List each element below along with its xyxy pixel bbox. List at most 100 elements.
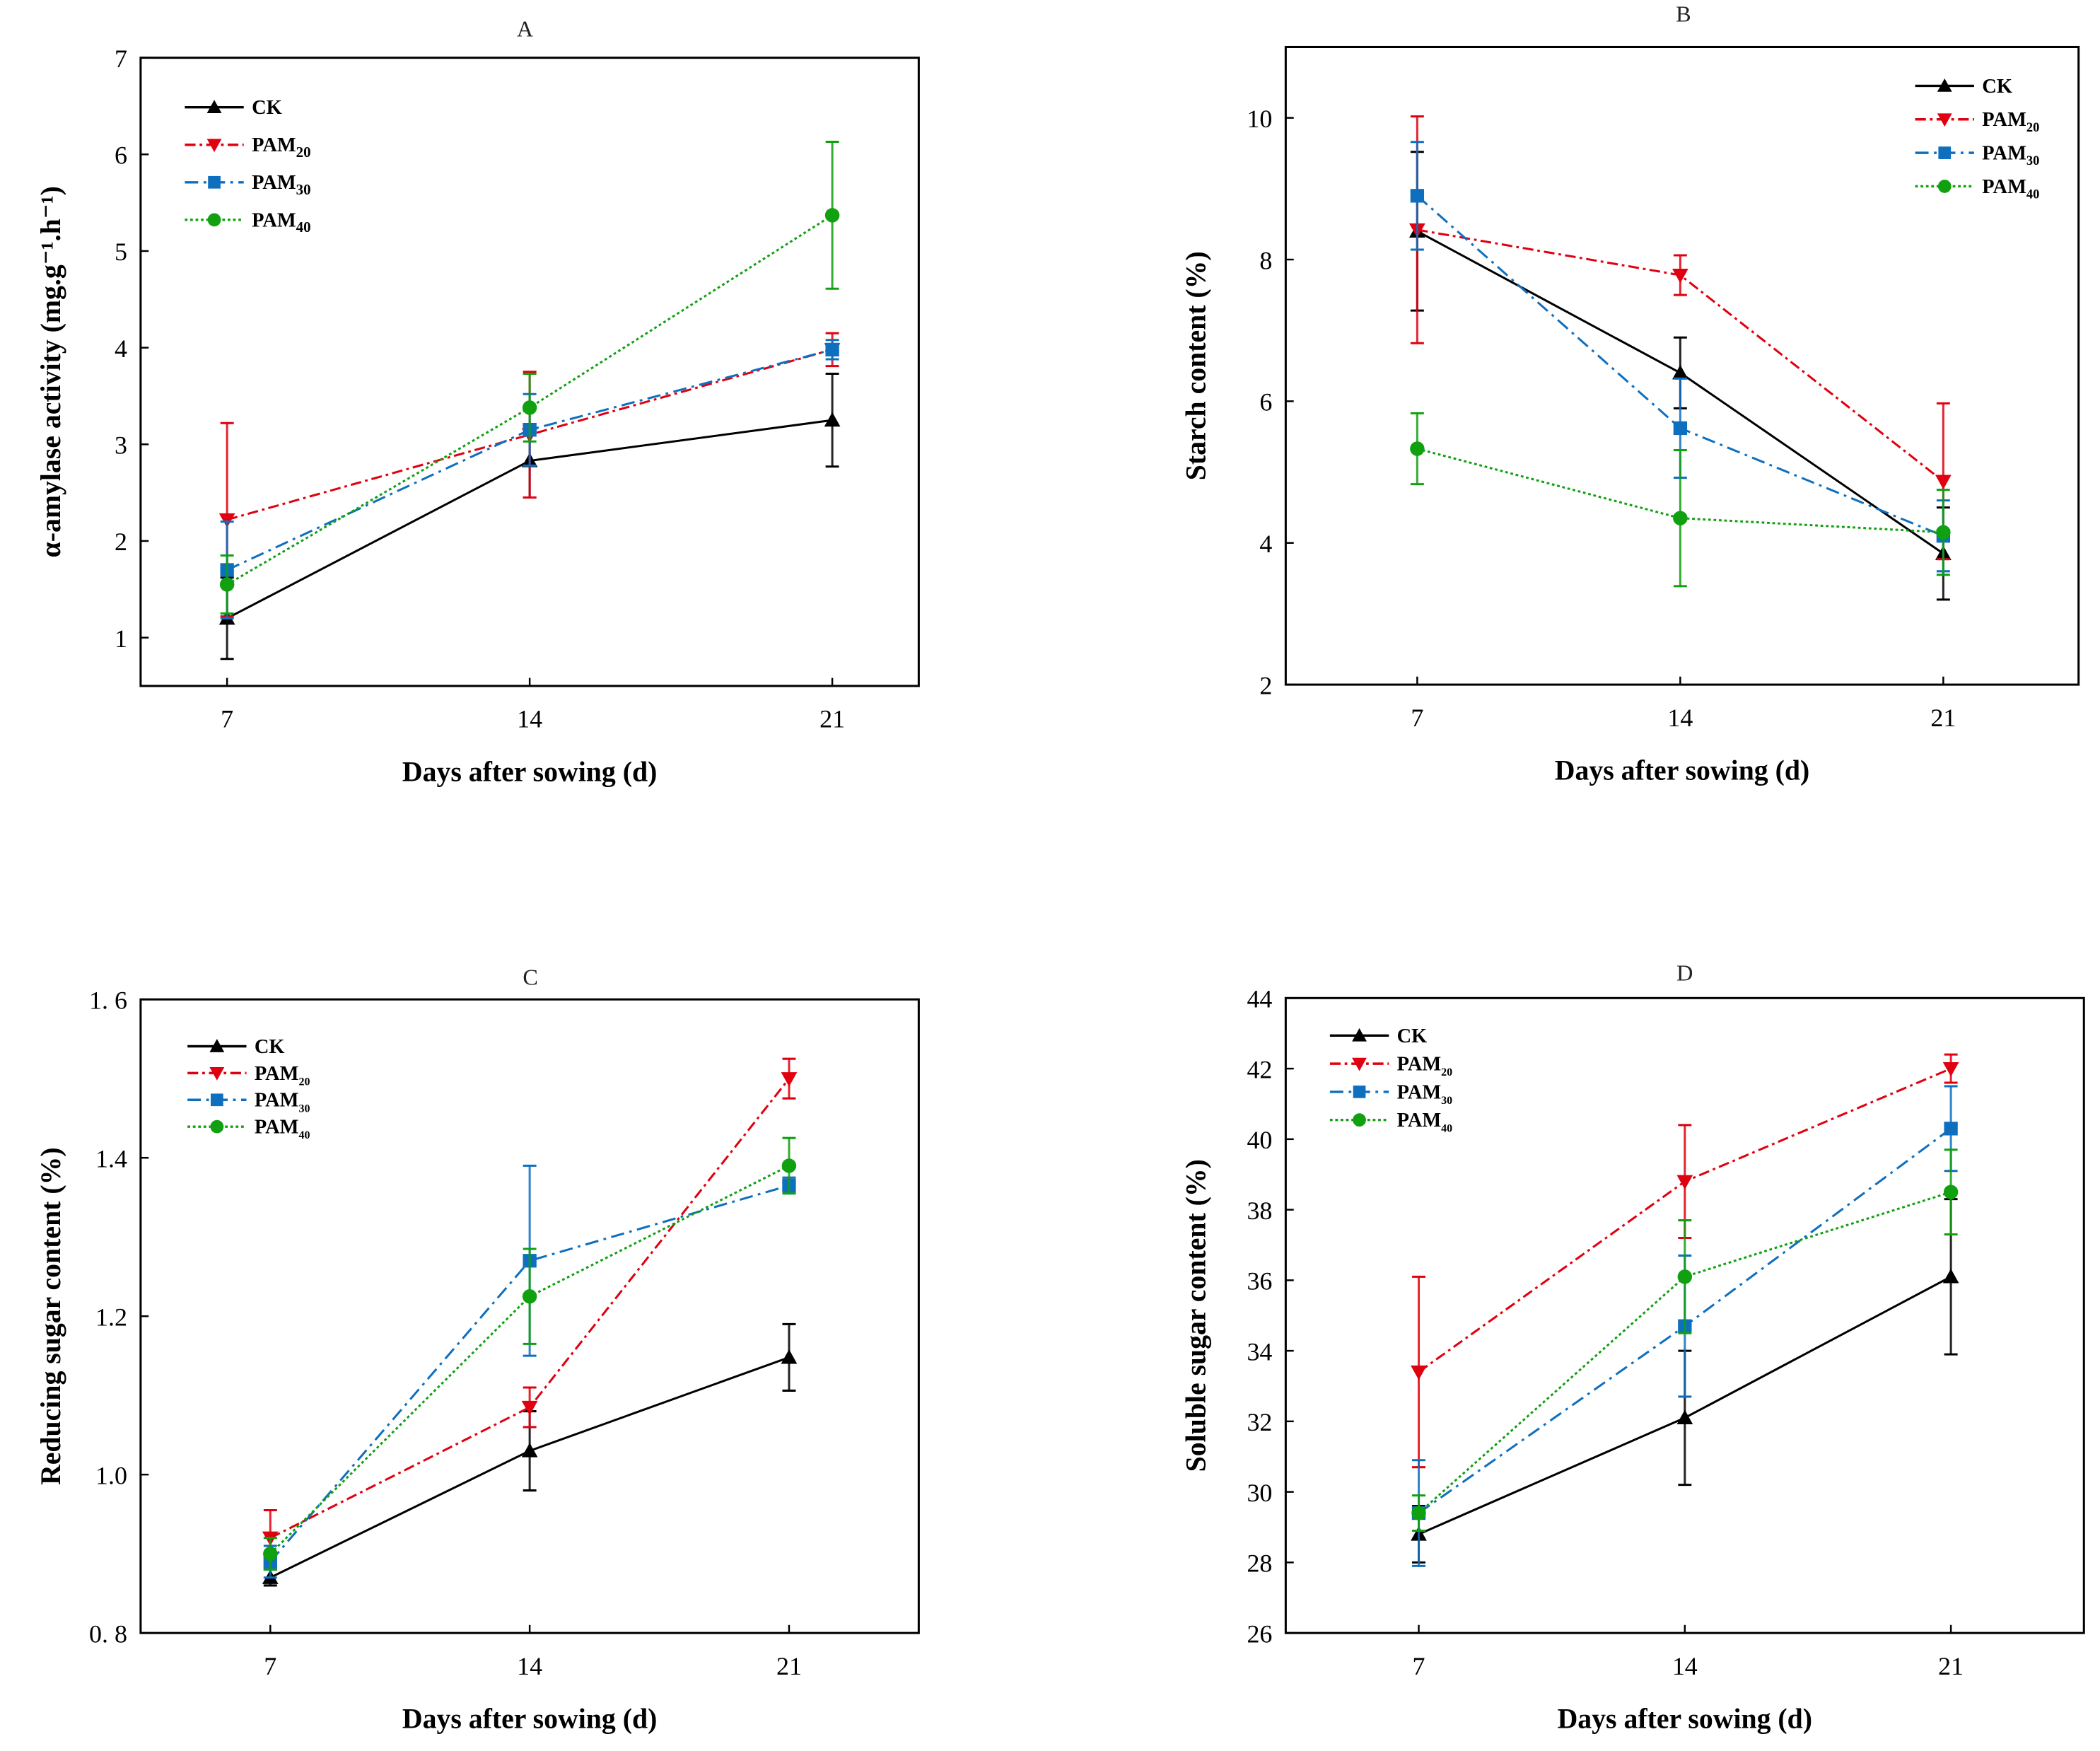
data-point [824,208,840,223]
data-point [1411,1506,1426,1520]
plot-frame [1284,45,2080,686]
legend-marker [1938,146,1952,159]
data-point [1673,421,1688,436]
legend-label: PAM30 [252,172,311,198]
data-point [1673,511,1688,525]
panel-title: B [1676,1,1691,26]
legend-marker [206,139,222,153]
legend-name: CK [255,1036,285,1058]
y-axis-label: Soluble sugar content (%) [1181,1159,1212,1472]
data-point [1672,364,1688,380]
data-point [1944,1122,1958,1136]
x-tick-label: 14 [1667,704,1693,732]
y-tick-label: 28 [1247,1549,1272,1578]
x-tick-label: 7 [264,1652,276,1680]
legend-name: PAM [255,1090,299,1112]
legend-subscript: 20 [298,1076,310,1088]
data-point [219,577,235,592]
x-axis-label: Days after sowing (d) [1555,755,1809,786]
legend-label: PAM30 [1982,143,2039,168]
data-point [781,1349,798,1364]
x-tick-label: 21 [1938,1652,1964,1680]
y-tick-label: 1.2 [95,1303,127,1331]
x-axis-label: Days after sowing (d) [402,756,657,787]
legend-label: PAM30 [1397,1081,1453,1107]
legend-marker [207,213,221,227]
series-pam40 [1410,412,1951,588]
data-point [218,513,235,528]
legend-subscript: 30 [296,181,311,198]
data-point [521,1443,538,1458]
data-point [1936,525,1951,540]
series-line [226,348,833,521]
legend-subscript: 40 [298,1129,310,1141]
y-tick-label: 7 [115,45,127,73]
legend-label: CK [1982,76,2012,98]
legend-label: CK [1397,1025,1428,1047]
x-axis-label: Days after sowing (d) [1558,1704,1812,1735]
x-tick-label: 7 [1411,704,1423,732]
legend-marker [1937,180,1952,193]
x-tick-label: 21 [776,1652,802,1680]
x-tick-label: 21 [819,705,845,733]
legend-name: CK [1397,1025,1428,1047]
data-point [1672,268,1688,284]
chart-panel-a: A 1 2 3 4 5 6 7 7 14 21 Days after sowing (d) α-amyl… [35,16,920,787]
y-tick-label: 3 [115,431,127,460]
y-tick-label: 0. 8 [89,1619,127,1648]
chart-panel-c: C 0. 8 1.0 1.2 1.4 1. 6 7 14 21 Days after sowing… [35,964,920,1735]
y-axis-label: Starch content (%) [1181,251,1212,480]
y-axis-label: α-amylase activity (mg.g⁻¹.h⁻¹) [35,186,66,557]
y-tick-label: 40 [1247,1126,1272,1154]
y-tick-label: 4 [115,335,127,363]
chart-panel-d: D 26 28 30 32 34 36 38 40 42 44 7 14 21 Days after sow… [1181,960,2085,1735]
legend-name: PAM [252,209,296,231]
legend-marker [210,1093,223,1107]
legend-label: PAM30 [255,1090,310,1115]
panel-title: C [523,964,537,989]
series-pam40 [1411,1148,1959,1532]
y-tick-label: 6 [1259,388,1272,417]
y-tick-label: 32 [1247,1408,1272,1436]
data-point [1677,1269,1693,1284]
y-tick-label: 1.0 [95,1461,127,1489]
data-point [781,1158,797,1173]
legend-name: CK [1982,76,2012,98]
y-tick-label: 1 [115,624,127,653]
legend-marker [1352,1057,1367,1071]
legend-label: CK [255,1036,285,1058]
data-point [1935,475,1952,489]
data-point [1410,441,1425,456]
legend-name: PAM [252,134,296,156]
legend-name: PAM [1397,1110,1442,1132]
y-tick-label: 8 [1259,246,1272,274]
legend-marker [210,1119,224,1134]
data-point [1942,1268,1959,1284]
data-point [1676,1409,1693,1424]
data-point [1410,189,1425,203]
legend-label: PAM40 [1397,1110,1453,1135]
data-point [522,400,537,415]
legend-label: PAM40 [1982,176,2039,202]
legend-name: PAM [252,172,296,194]
legend-name: PAM [1982,109,2026,131]
x-tick-label: 14 [1672,1652,1698,1680]
x-tick-label: 7 [1413,1652,1425,1680]
legend-marker [209,1067,225,1081]
data-point [522,1288,537,1304]
legend-marker [1353,1086,1366,1098]
legend-name: PAM [255,1063,299,1085]
legend-label: PAM40 [252,209,311,235]
legend-marker [206,100,222,114]
legend-marker [209,1039,225,1052]
legend-label: PAM40 [255,1117,310,1142]
data-point [1943,1185,1959,1199]
data-point [824,412,841,427]
legend-name: PAM [1982,143,2026,165]
y-axis-label: Reducing sugar content (%) [35,1147,66,1485]
y-tick-label: 44 [1247,985,1272,1013]
